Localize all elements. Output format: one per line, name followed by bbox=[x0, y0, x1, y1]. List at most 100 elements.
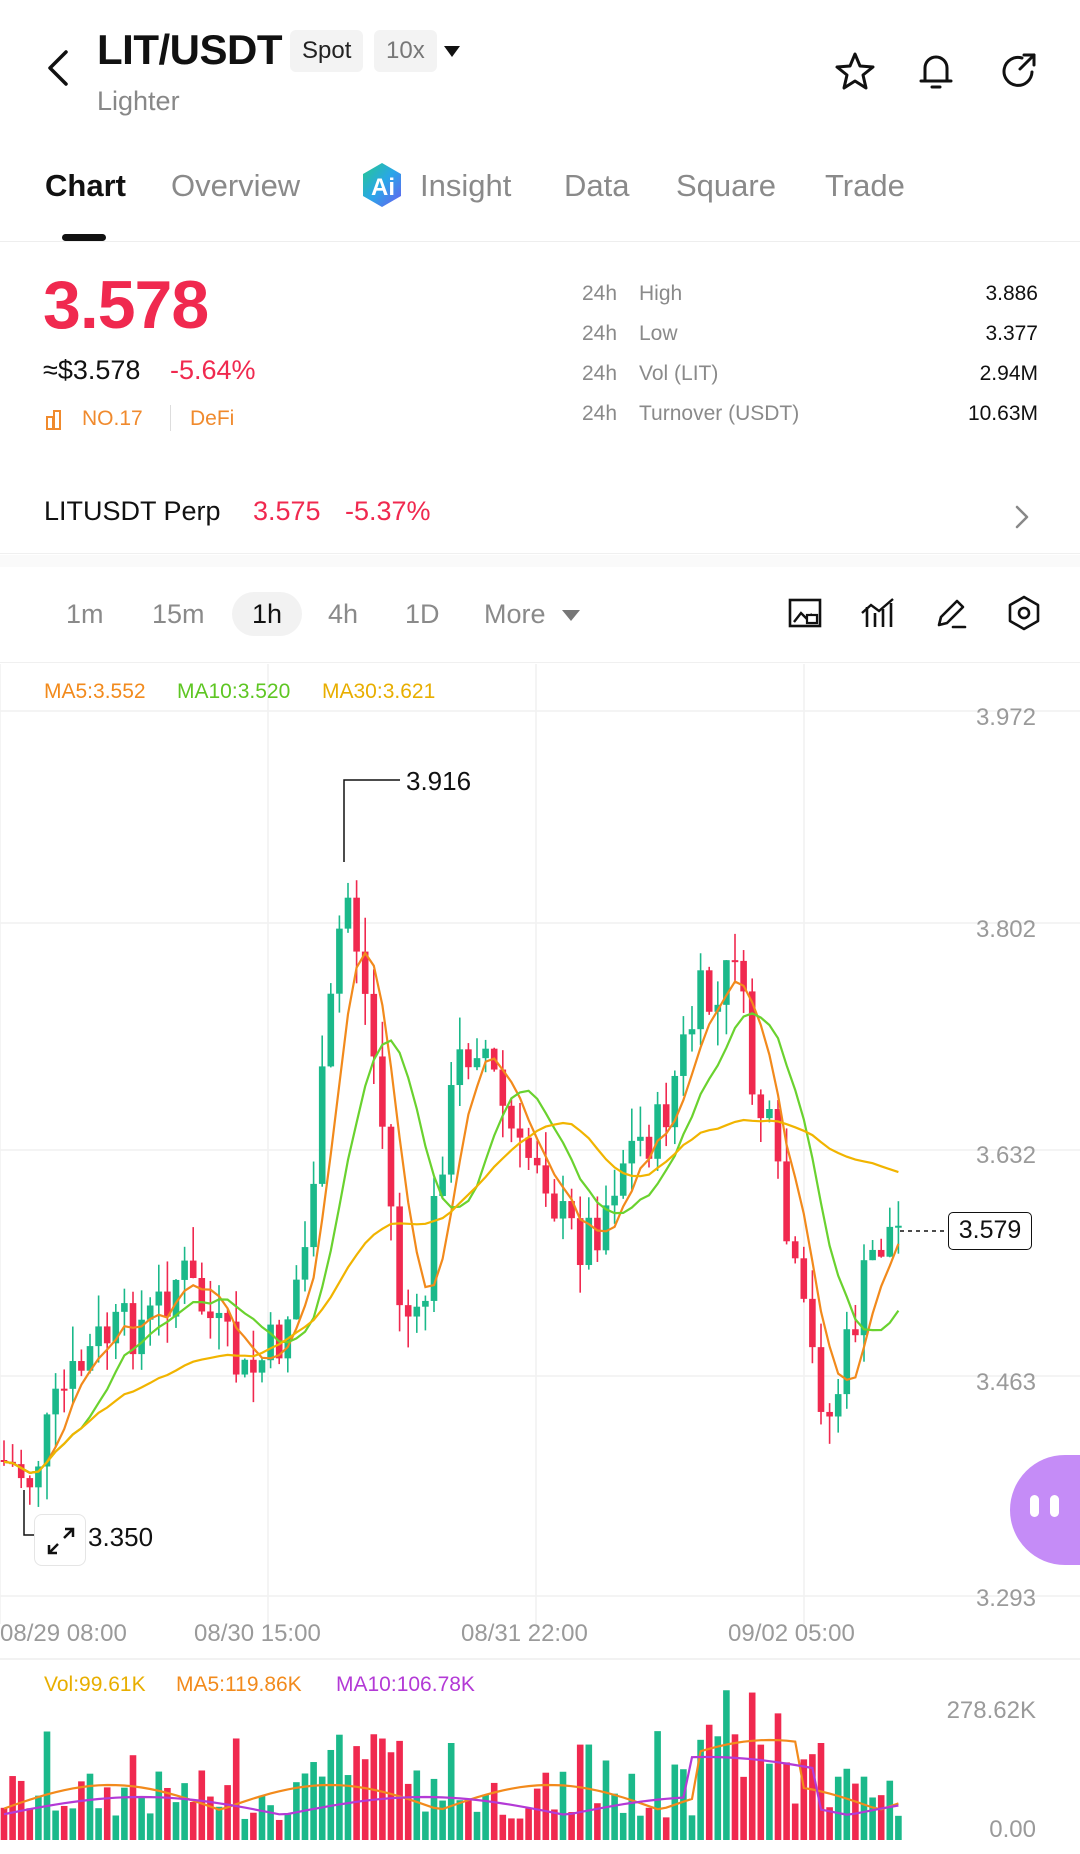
candle-body bbox=[301, 1247, 309, 1280]
candle-body bbox=[35, 1466, 42, 1488]
section-divider bbox=[0, 555, 1080, 567]
tab-overview[interactable]: Overview bbox=[171, 168, 301, 203]
candle-body bbox=[172, 1279, 180, 1317]
candle-body bbox=[43, 1414, 51, 1467]
candle-body bbox=[688, 1029, 696, 1035]
volume-bar bbox=[78, 1781, 85, 1840]
perp-change: -5.37% bbox=[345, 496, 431, 526]
candle-body bbox=[834, 1394, 842, 1417]
candle-body bbox=[594, 1217, 601, 1251]
rank-badge[interactable]: NO.17 bbox=[82, 407, 143, 430]
volume-bar bbox=[895, 1815, 902, 1840]
bell-icon[interactable] bbox=[915, 50, 957, 92]
screenshot-icon[interactable] bbox=[785, 593, 825, 633]
leverage-chip[interactable]: 10x bbox=[374, 30, 437, 72]
volume-bar bbox=[430, 1778, 438, 1840]
volume-bar bbox=[809, 1754, 816, 1840]
interval-15m[interactable]: 15m bbox=[152, 599, 205, 629]
last-price-box: 3.579 bbox=[948, 1212, 1032, 1250]
draw-icon[interactable] bbox=[931, 593, 971, 633]
ai-icon[interactable]: Ai bbox=[358, 161, 406, 209]
candle-body bbox=[740, 960, 747, 992]
volume-bar bbox=[508, 1818, 515, 1840]
volume-tick: 278.62K bbox=[946, 1697, 1036, 1724]
volume-bar bbox=[774, 1713, 782, 1840]
candle-body bbox=[619, 1163, 627, 1196]
share-icon[interactable] bbox=[998, 50, 1040, 92]
last-price: 3.578 bbox=[43, 267, 209, 343]
expand-button[interactable] bbox=[34, 1514, 86, 1566]
chevron-right-icon[interactable] bbox=[1012, 502, 1032, 532]
candle-body bbox=[645, 1136, 653, 1159]
tab-insight[interactable]: Insight bbox=[420, 168, 512, 203]
candle-body bbox=[318, 1066, 326, 1184]
interval-4h[interactable]: 4h bbox=[328, 599, 359, 629]
more-caret[interactable] bbox=[562, 610, 580, 621]
high-marker-line bbox=[343, 779, 400, 862]
candle-body bbox=[241, 1359, 249, 1375]
volume-bar bbox=[834, 1776, 842, 1840]
volume-bar bbox=[800, 1759, 808, 1840]
volume-bar bbox=[95, 1808, 102, 1840]
candle-body bbox=[508, 1105, 515, 1129]
candle-body bbox=[60, 1388, 68, 1391]
candle-body bbox=[473, 1058, 481, 1068]
volume-bar bbox=[714, 1736, 722, 1840]
candle-body bbox=[757, 1094, 765, 1119]
star-icon[interactable] bbox=[834, 50, 876, 92]
candle-body bbox=[164, 1291, 171, 1317]
interval-1m[interactable]: 1m bbox=[66, 599, 104, 629]
chart-area[interactable] bbox=[0, 664, 1080, 1854]
candle-body bbox=[637, 1136, 644, 1141]
candle-body bbox=[396, 1206, 403, 1306]
candle-body bbox=[361, 951, 369, 994]
candlestick-chart[interactable] bbox=[0, 664, 1080, 1854]
volume-bar bbox=[258, 1795, 266, 1840]
candle-body bbox=[748, 991, 756, 1095]
pair-dropdown-caret[interactable] bbox=[444, 46, 460, 57]
tab-trade[interactable]: Trade bbox=[825, 168, 905, 203]
volume-bar bbox=[413, 1770, 421, 1840]
volume-bar bbox=[886, 1780, 894, 1840]
tab-data[interactable]: Data bbox=[564, 168, 630, 203]
candle-body bbox=[542, 1165, 550, 1194]
candle-body bbox=[791, 1241, 799, 1259]
volume-bar bbox=[723, 1690, 730, 1840]
category-badge[interactable]: DeFi bbox=[190, 407, 235, 430]
tab-square[interactable]: Square bbox=[676, 168, 776, 203]
candle-body bbox=[723, 960, 730, 1005]
volume-bar bbox=[164, 1787, 171, 1840]
chevron-left-icon[interactable] bbox=[40, 48, 76, 88]
ma5-legend: MA5:3.552 bbox=[44, 680, 146, 703]
volume-bar bbox=[404, 1783, 412, 1840]
volume-bar bbox=[688, 1815, 696, 1840]
volume-bar bbox=[482, 1794, 489, 1840]
tab-chart[interactable]: Chart bbox=[45, 168, 126, 203]
volume-bar bbox=[138, 1798, 145, 1840]
volume-bar bbox=[370, 1734, 378, 1840]
high-marker: 3.916 bbox=[406, 766, 472, 796]
volume-bar bbox=[250, 1812, 257, 1840]
ma10-legend: MA10:3.520 bbox=[177, 680, 291, 703]
volume-bar bbox=[585, 1744, 593, 1840]
candle-body bbox=[121, 1303, 128, 1312]
volume-bar bbox=[473, 1811, 481, 1840]
settings-icon[interactable] bbox=[1004, 593, 1044, 633]
interval-1d[interactable]: 1D bbox=[405, 599, 440, 629]
candle-body bbox=[344, 897, 352, 929]
interval-1h[interactable]: 1h bbox=[232, 592, 303, 636]
candle-body bbox=[499, 1069, 507, 1106]
interval-more[interactable]: More bbox=[484, 599, 546, 629]
candle-body bbox=[353, 897, 360, 952]
indicator-icon[interactable] bbox=[858, 593, 898, 633]
price-tick: 3.972 bbox=[975, 704, 1036, 731]
candle-body bbox=[800, 1258, 808, 1299]
volume-bar bbox=[456, 1800, 464, 1840]
candle-body bbox=[895, 1225, 902, 1228]
perp-row[interactable]: LITUSDT Perp 3.575 -5.37% bbox=[0, 478, 1080, 554]
volume-bar bbox=[783, 1762, 790, 1840]
market-chip[interactable]: Spot bbox=[290, 30, 364, 72]
candle-body bbox=[662, 1104, 670, 1128]
volume-bar bbox=[121, 1787, 128, 1840]
price-change: -5.64% bbox=[170, 355, 256, 385]
